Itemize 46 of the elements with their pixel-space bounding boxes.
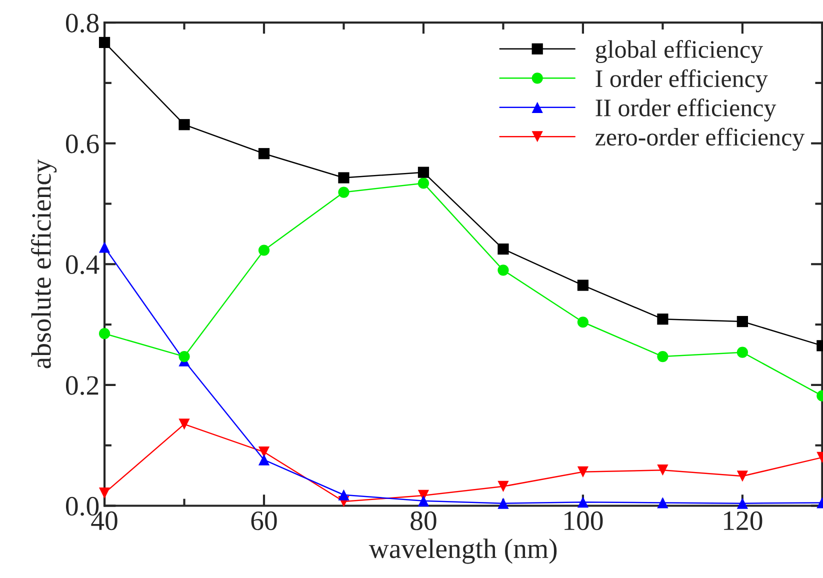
x-tick-label: 120 (724, 511, 762, 530)
point (736, 346, 748, 358)
point (577, 280, 589, 291)
point (657, 314, 668, 325)
x-tick-label: 80 (410, 511, 436, 530)
point (498, 480, 509, 492)
point (418, 495, 430, 506)
point (338, 186, 350, 198)
point (98, 328, 110, 340)
point (498, 498, 509, 509)
point (498, 264, 509, 276)
x-tick-label: 100 (564, 511, 603, 530)
point (258, 454, 270, 466)
point (577, 466, 589, 478)
point (736, 470, 748, 482)
y-tick-label: 0.2 (66, 376, 98, 395)
legend-label: zero-order efficiency (596, 128, 805, 151)
x-tick-label: 60 (251, 511, 277, 530)
point (98, 242, 110, 253)
point (338, 489, 350, 500)
y-tick-label: 0.4 (66, 255, 100, 274)
point (178, 418, 190, 430)
point (98, 488, 110, 499)
point (178, 119, 190, 130)
point (338, 172, 350, 184)
point (577, 316, 589, 328)
point (577, 496, 589, 508)
point (736, 316, 748, 328)
point (657, 351, 668, 362)
y-axis-title: absolute efficiency (31, 159, 57, 368)
point (258, 244, 270, 256)
point (418, 178, 430, 189)
point (657, 464, 668, 476)
point (258, 148, 270, 160)
point (736, 498, 748, 509)
y-tick-label: 0.6 (66, 134, 99, 154)
y-tick-label: 0.8 (66, 14, 99, 33)
legend-label: II order efficiency (596, 98, 776, 122)
legend-label: I order efficiency (596, 69, 768, 92)
point (498, 243, 509, 255)
x-axis-title: wavelength (nm) (368, 538, 557, 564)
point (657, 497, 668, 508)
legend-label: global efficiency (596, 40, 763, 64)
point (418, 166, 430, 178)
point (98, 36, 110, 48)
point (178, 351, 190, 362)
